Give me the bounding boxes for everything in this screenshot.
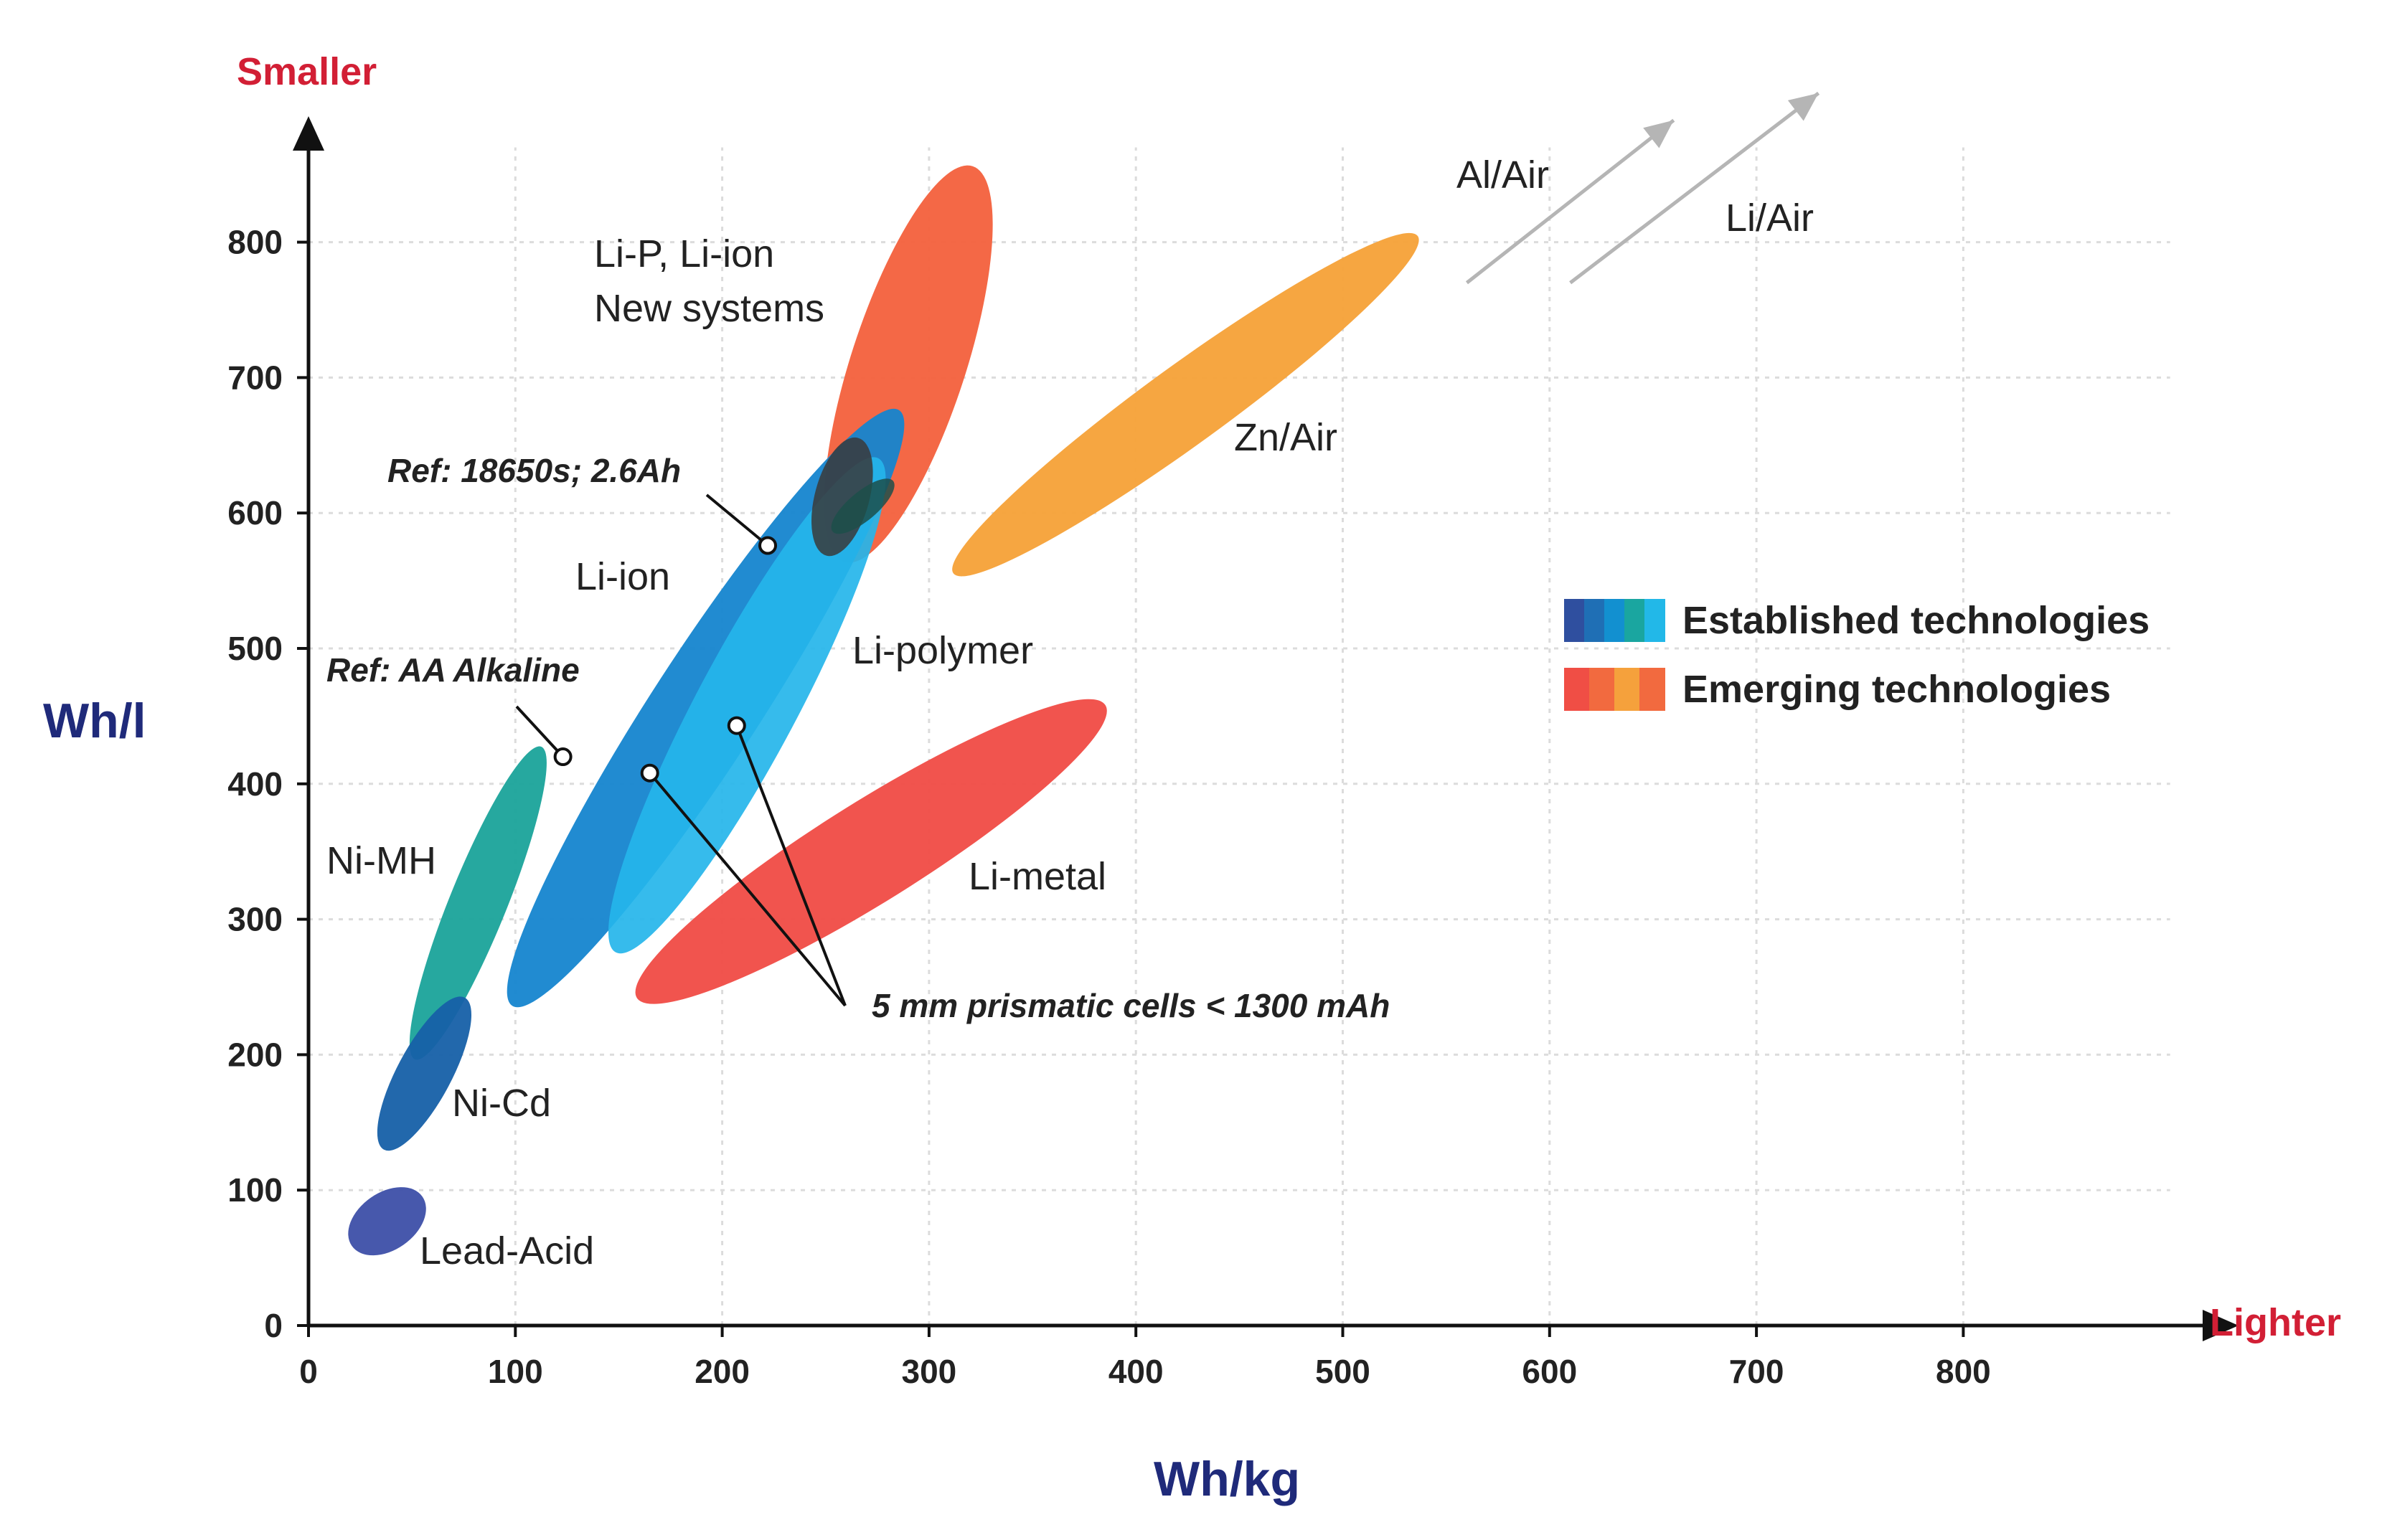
y-tick-label-0: 0 (264, 1307, 283, 1344)
reference-point-0 (758, 536, 778, 555)
label-li-ion: Li-ion (575, 555, 670, 598)
x-tick-label-200: 200 (695, 1353, 750, 1390)
region-zn-air (952, 232, 1419, 577)
legend-swatch-1-0 (1564, 668, 1590, 711)
legend-swatch-0-3 (1624, 599, 1645, 642)
legend-swatch-0-0 (1564, 599, 1585, 642)
y-tick-label-800: 800 (227, 224, 283, 261)
x-tick-label-700: 700 (1729, 1353, 1784, 1390)
arrow-li-air (1569, 91, 1820, 285)
region-lead-acid (348, 1187, 426, 1256)
legend-swatch-0-4 (1644, 599, 1665, 642)
x-direction-label: Lighter (2210, 1301, 2341, 1344)
label-li-air: Li/Air (1726, 197, 1814, 240)
region-ni-cd (377, 996, 472, 1151)
y-tick-label-300: 300 (227, 901, 283, 938)
legend-swatch-0-1 (1584, 599, 1605, 642)
legend-swatch-1-3 (1639, 668, 1665, 711)
y-tick-label-700: 700 (227, 359, 283, 396)
region-li-polymer (608, 457, 886, 954)
y-axis-title: Wh/l (43, 694, 146, 748)
y-tick-label-400: 400 (227, 765, 283, 803)
label-line-new-systems: New systems (594, 287, 824, 330)
leader-line-1 (515, 705, 565, 758)
legend-swatch-0-2 (1604, 599, 1625, 642)
note-aa-alkaline: Ref: AA Alkaline (326, 651, 580, 689)
label-line-li-p-li-ion: Li-P, Li-ion (594, 232, 774, 275)
region-ni-mh (409, 746, 547, 1060)
arrow-head-al-air-icon (1643, 120, 1674, 148)
legend-swatch-1-1 (1589, 668, 1615, 711)
note-prismatic-cells: 5 mm prismatic cells < 1300 mAh (872, 987, 1390, 1024)
x-tick-label-400: 400 (1108, 1353, 1164, 1390)
note-18650: Ref: 18650s; 2.6Ah (387, 452, 681, 489)
x-tick-label-0: 0 (299, 1353, 318, 1390)
legend-swatch-1-2 (1614, 668, 1640, 711)
y-direction-label: Smaller (237, 50, 377, 93)
label-li-polymer: Li-polymer (852, 629, 1033, 672)
reference-point-1 (553, 747, 573, 767)
label-lead-acid: Lead-Acid (420, 1229, 594, 1272)
region-li-metal (635, 699, 1107, 1004)
x-tick-label-500: 500 (1315, 1353, 1370, 1390)
label-li-p-li-ion-new-systems: Li-P, Li-ion New systems (594, 232, 824, 330)
leader-line-3 (735, 724, 847, 1006)
x-tick-label-800: 800 (1936, 1353, 1991, 1390)
arrow-al-air (1465, 118, 1675, 285)
leader-line-2 (649, 772, 847, 1007)
arrow-head-li-air-icon (1787, 93, 1819, 121)
legend-label-emerging-technologies: Emerging technologies (1682, 668, 2111, 711)
reference-point-2 (640, 763, 659, 783)
x-tick-label-600: 600 (1522, 1353, 1577, 1390)
label-ni-mh: Ni-MH (326, 839, 436, 882)
y-tick-label-200: 200 (227, 1036, 283, 1073)
label-li-metal: Li-metal (969, 855, 1106, 898)
technology-regions (348, 165, 1419, 1256)
x-axis-title: Wh/kg (1154, 1452, 1300, 1506)
legend-item-emerging-technologies: Emerging technologies (1564, 668, 2111, 711)
y-axis-arrow-icon (293, 116, 324, 151)
labels: Lead-Acid Ni-Cd Ni-MH Li-ion Li-polymer Li-P,… (326, 91, 1820, 1272)
label-al-air: Al/Air (1456, 153, 1549, 197)
legend: Established technologies Emerging technol… (1564, 599, 2150, 711)
region-overlap-green (831, 478, 895, 534)
leader-line-0 (705, 493, 769, 547)
label-ni-cd: Ni-Cd (452, 1082, 551, 1125)
y-tick-label-600: 600 (227, 494, 283, 532)
y-tick-label-100: 100 (227, 1171, 283, 1209)
axes: 0 100 200 300 400 500 600 700 800 0 100 200 300 400 50… (227, 116, 2239, 1390)
reference-point-3 (727, 716, 746, 735)
x-tick-label-100: 100 (488, 1353, 543, 1390)
legend-label-established-technologies: Established technologies (1682, 599, 2150, 642)
x-tick-label-300: 300 (902, 1353, 957, 1390)
label-zn-air: Zn/Air (1234, 416, 1337, 459)
legend-item-established-technologies: Established technologies (1564, 599, 2150, 642)
x-axis-arrow-icon (2203, 1310, 2239, 1341)
y-tick-label-500: 500 (227, 630, 283, 667)
